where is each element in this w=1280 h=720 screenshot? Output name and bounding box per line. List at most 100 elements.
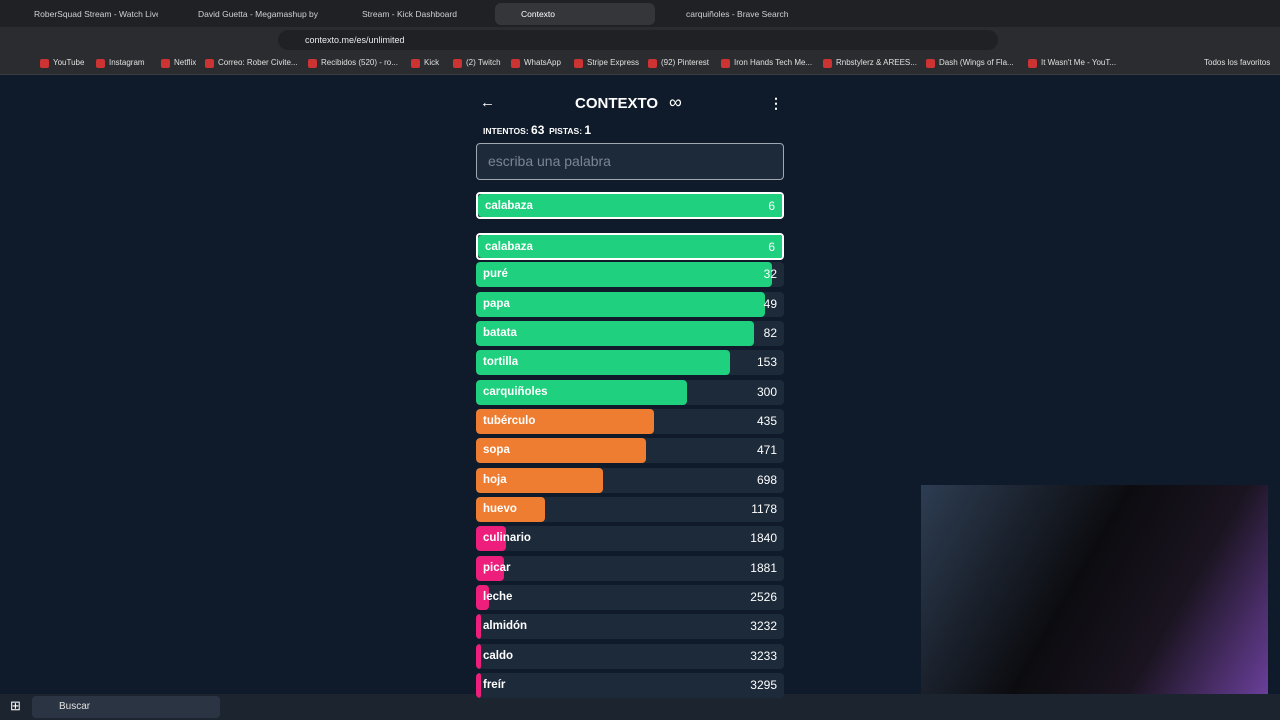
rank-bar — [476, 672, 481, 698]
guess-rank: 1178 — [751, 501, 777, 516]
guess-row: tortilla 153 — [476, 350, 784, 376]
taskbar: ⊞ Buscar — [0, 694, 1280, 720]
rank-bar — [476, 320, 754, 346]
bookmark[interactable]: It Wasn't Me - YouT... — [1027, 55, 1116, 71]
guess-row: tubérculo 435 — [476, 408, 784, 434]
bookmark[interactable]: Rnbstylerz & AREES... — [822, 55, 917, 71]
rank-bar — [476, 643, 482, 669]
guess-row: culinario 1840 — [476, 526, 784, 552]
rank-bar — [478, 235, 782, 258]
rank-bar — [476, 614, 482, 640]
search-box[interactable]: Buscar — [32, 696, 220, 718]
browser-tab[interactable]: RoberSquad Stream - Watch Live — [34, 9, 158, 19]
guess-word: huevo — [483, 502, 517, 515]
guess-row: almidón 3232 — [476, 614, 784, 640]
bookmark-icon — [823, 59, 832, 68]
guess-rank: 3232 — [750, 619, 777, 634]
guess-rank: 1881 — [750, 560, 777, 575]
rank-bar — [476, 438, 646, 464]
bookmark[interactable]: Stripe Express — [573, 55, 639, 71]
guess-row: puré 32 — [476, 262, 784, 288]
bookmark[interactable]: Iron Hands Tech Me... — [720, 55, 812, 71]
rank-bar — [476, 262, 772, 288]
bookmark[interactable]: Netflix — [160, 55, 196, 71]
last-guess-row: calabaza 6 — [476, 192, 784, 219]
guess-word: tortilla — [483, 356, 519, 369]
guess-row: hoja 698 — [476, 467, 784, 493]
guess-word: puré — [483, 268, 508, 281]
guess-rank: 3295 — [750, 677, 777, 692]
bookmark-icon — [453, 59, 462, 68]
bookmark[interactable]: Recibidos (520) - ro... — [307, 55, 398, 71]
back-button[interactable]: ← — [480, 94, 495, 111]
guess-word: almidón — [483, 620, 528, 633]
bookmark[interactable]: (2) Twitch — [452, 55, 501, 71]
guess-row: carquiñoles 300 — [476, 379, 784, 405]
guess-word: calabaza — [485, 241, 533, 253]
guess-row: huevo 1178 — [476, 496, 784, 522]
guess-rank: 32 — [763, 267, 777, 282]
guess-word: caldo — [483, 649, 514, 662]
address-bar: contexto.me/es/unlimited — [0, 27, 1280, 53]
last-guess-row: calabaza 6 — [476, 233, 784, 260]
guess-rank: 435 — [756, 413, 777, 428]
hints: 1 — [584, 123, 592, 137]
guess-word: freír — [483, 678, 506, 691]
infinity-icon: ∞ — [669, 92, 682, 112]
url: contexto.me/es/unlimited — [305, 35, 405, 45]
guess-rank: 300 — [756, 384, 777, 399]
bookmark-icon — [205, 59, 214, 68]
bookmark[interactable]: WhatsApp — [510, 55, 561, 71]
bookmark-icon — [648, 59, 657, 68]
guess-row: caldo 3233 — [476, 643, 784, 669]
guess-word: tubérculo — [483, 414, 536, 427]
bookmark[interactable]: Correo: Rober Civite... — [204, 55, 298, 71]
browser-tab[interactable]: carquiñoles - Brave Search — [686, 9, 789, 19]
browser-tab[interactable]: David Guetta - Megamashup by — [198, 9, 319, 19]
bookmark-icon — [40, 59, 49, 68]
menu-button[interactable]: ⋮ — [769, 95, 780, 111]
attempts-label: INTENTOS: — [483, 126, 529, 136]
bookmark-icon — [574, 59, 583, 68]
guess-rank: 698 — [756, 472, 777, 487]
bookmark[interactable]: Dash (Wings of Fla... — [925, 55, 1014, 71]
browser-tab[interactable]: Contexto — [495, 3, 655, 25]
guess-word: papa — [483, 297, 510, 310]
rank-bar — [476, 291, 766, 317]
guess-rank: 1840 — [750, 531, 777, 546]
bookmark[interactable]: YouTube — [39, 55, 84, 71]
start-button[interactable]: ⊞ — [10, 698, 21, 713]
bookmark[interactable]: Instagram — [95, 55, 145, 71]
browser-tab[interactable]: Stream - Kick Dashboard — [362, 9, 457, 19]
guess-row: freír 3295 — [476, 672, 784, 698]
word-input[interactable]: escriba una palabra — [476, 143, 784, 180]
bookmark[interactable]: (92) Pinterest — [647, 55, 709, 71]
guess-row: batata 82 — [476, 320, 784, 346]
guess-rank: 6 — [768, 240, 775, 254]
guess-word: leche — [483, 590, 513, 603]
bookmark[interactable]: Kick — [410, 55, 439, 71]
url-field[interactable]: contexto.me/es/unlimited — [278, 30, 998, 50]
bookmark-icon — [96, 59, 105, 68]
bookmark-icon — [721, 59, 730, 68]
guess-word: calabaza — [485, 200, 533, 212]
rank-bar — [476, 496, 546, 522]
guess-row: sopa 471 — [476, 438, 784, 464]
rank-bar — [478, 194, 782, 217]
all-bookmarks: Todos los favoritos — [1204, 58, 1271, 67]
search-label: Buscar — [59, 701, 91, 712]
guess-rank: 2526 — [750, 589, 777, 604]
bookmark-icon — [926, 59, 935, 68]
guess-row: leche 2526 — [476, 584, 784, 610]
attempts: 63 — [531, 123, 545, 137]
input-placeholder: escriba una palabra — [488, 153, 611, 169]
bookmark-icon — [1028, 59, 1037, 68]
bookmark-icon — [161, 59, 170, 68]
game-title: CONTEXTO — [575, 95, 659, 112]
guess-rank: 471 — [756, 443, 777, 458]
guess-rank: 153 — [756, 355, 777, 370]
rank-bar — [476, 467, 604, 493]
guess-rank: 49 — [763, 296, 777, 311]
bookmark-icon — [308, 59, 317, 68]
